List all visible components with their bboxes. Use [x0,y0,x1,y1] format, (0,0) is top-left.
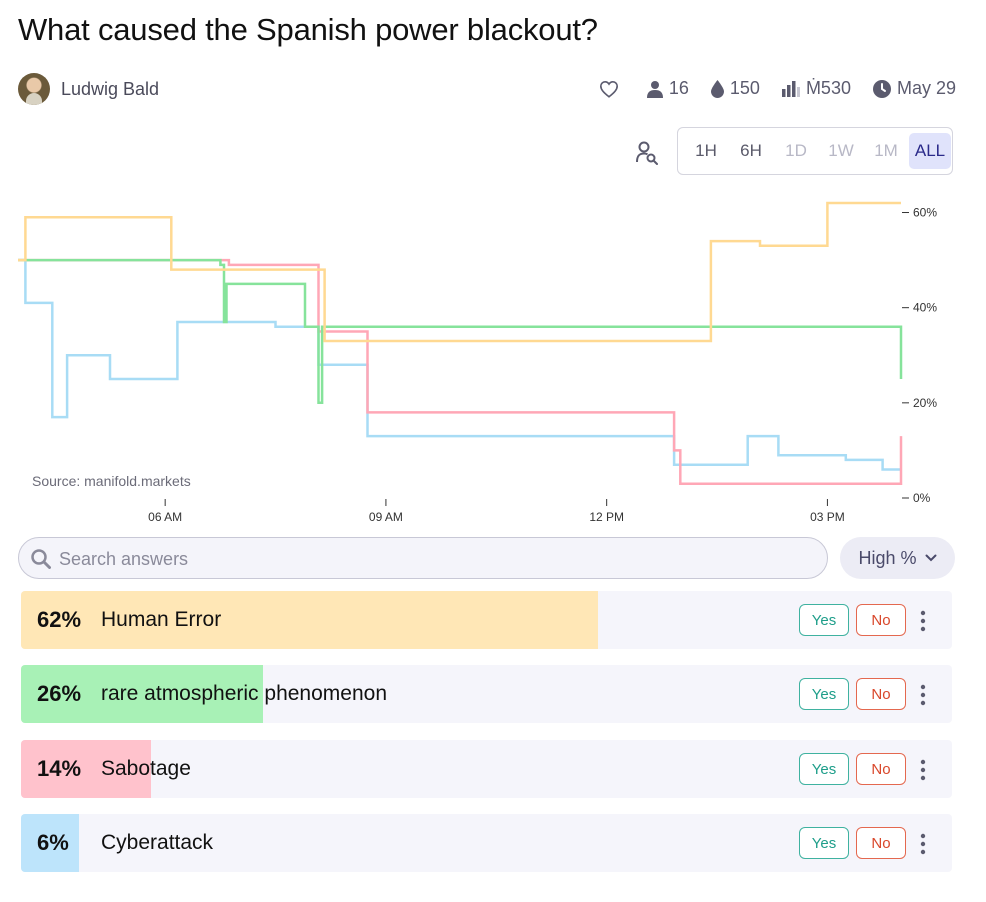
probability-bar [21,814,79,872]
probability-bar [21,591,598,649]
y-tick-label: 40% [913,301,937,315]
probability-bar [21,740,151,798]
search-input[interactable] [57,538,821,580]
chart-source: Source: manifold.markets [32,473,191,489]
more-options-icon[interactable] [913,758,933,782]
series-line-rare-atmospheric-phenomenon [18,258,903,405]
time-range-6h[interactable]: 6H [740,141,762,160]
close-date-stat[interactable]: May 29 [872,78,956,99]
time-range-selector: 1H 6H 1D 1W 1M ALL [677,127,953,175]
heart-icon [599,80,618,98]
traders-count: 16 [668,78,689,98]
series-line-sabotage [18,258,903,485]
liquidity-stat[interactable]: 150 [710,78,760,99]
more-options-icon[interactable] [913,832,933,856]
market-stats: 16 150 Ṁ530 May 29 [599,78,956,99]
author-name[interactable]: Ludwig Bald [61,79,160,99]
time-range-1w[interactable]: 1W [828,141,854,160]
x-tick-label: 03 PM [810,510,845,524]
probability-chart[interactable]: 60% 40% 20% 0% 06 AM 09 AM 12 PM 03 PM [0,180,986,530]
sort-dropdown[interactable]: High % [840,537,955,579]
droplet-icon [710,79,724,98]
answer-probability: 14% [37,756,82,781]
probability-bar [21,665,263,723]
answer-row[interactable]: 14% Sabotage Yes No [21,740,952,798]
traders-stat[interactable]: 16 [646,78,689,99]
no-button[interactable]: No [856,604,906,636]
answer-row[interactable]: 62% Human Error Yes No [21,591,952,649]
answer-probability: 6% [37,830,69,855]
x-tick-label: 09 AM [369,510,403,524]
answer-probability: 26% [37,681,82,706]
close-date: May 29 [896,78,956,98]
y-tick-label: 60% [913,206,937,220]
sort-label: High % [858,547,917,568]
more-options-icon[interactable] [913,609,933,633]
answer-probability: 62% [37,607,82,632]
meta-row: Ludwig Bald 16 150 Ṁ530 May 29 [18,72,956,108]
series-line-cyberattack [18,258,901,471]
page-title: What caused the Spanish power blackout? [18,12,598,47]
yes-button[interactable]: Yes [799,678,849,710]
answer-label: Sabotage [101,757,191,780]
time-range-1d[interactable]: 1D [785,141,807,160]
more-options-icon[interactable] [913,683,933,707]
no-button[interactable]: No [856,753,906,785]
answer-label: Human Error [101,608,222,631]
like-button[interactable] [599,80,625,98]
answer-row[interactable]: 26% rare atmospheric phenomenon Yes No [21,665,952,723]
chevron-down-icon [925,554,937,562]
yes-button[interactable]: Yes [799,827,849,859]
time-range-1m[interactable]: 1M [874,141,898,160]
answer-row[interactable]: 6% Cyberattack Yes No [21,814,952,872]
clock-icon [872,79,891,98]
no-button[interactable]: No [856,827,906,859]
search-icon [31,549,51,569]
no-button[interactable]: No [856,678,906,710]
y-tick-label: 0% [913,491,931,505]
series-line-human-error [18,201,901,343]
volume-stat[interactable]: Ṁ530 [781,78,851,99]
answer-label: Cyberattack [101,831,214,854]
yes-button[interactable]: Yes [799,604,849,636]
avatar[interactable] [18,73,50,105]
liquidity-amount: 150 [729,78,760,98]
yes-button[interactable]: Yes [799,753,849,785]
user-search-icon [636,141,658,165]
bar-chart-icon [781,80,800,97]
user-icon [646,80,663,98]
y-tick-label: 20% [913,396,937,410]
time-range-all[interactable]: ALL [909,133,951,169]
answer-label: rare atmospheric phenomenon [101,682,388,705]
user-search-button[interactable] [636,141,658,165]
volume-amount: Ṁ530 [805,78,851,98]
x-tick-label: 12 PM [589,510,624,524]
search-bar[interactable] [18,537,828,580]
x-tick-label: 06 AM [148,510,182,524]
time-range-1h[interactable]: 1H [695,141,717,160]
